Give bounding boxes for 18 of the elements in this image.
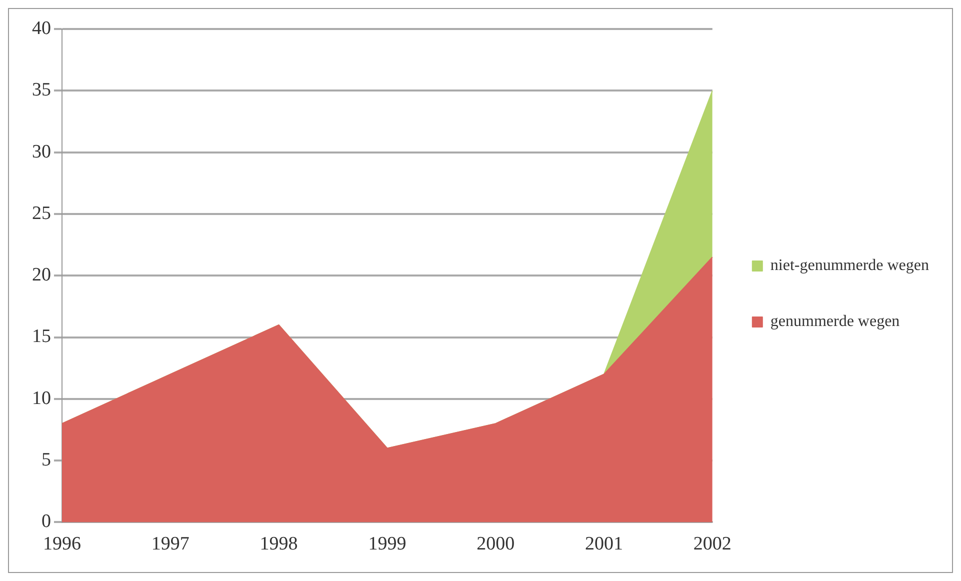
x-tick-label: 1996 <box>43 534 81 555</box>
y-tick-label: 30 <box>32 141 51 162</box>
x-tick-label: 2001 <box>585 534 623 555</box>
y-tick-label: 40 <box>32 18 51 39</box>
y-tick-label: 25 <box>32 202 51 224</box>
x-tick-label: 1999 <box>368 534 406 555</box>
y-tick-label: 20 <box>32 264 51 286</box>
x-tick-label: 1998 <box>260 534 298 555</box>
y-tick-label: 0 <box>42 511 51 532</box>
y-tick-label: 5 <box>42 450 51 471</box>
x-tick-label: 2002 <box>693 534 732 555</box>
y-tick-label: 10 <box>32 388 51 409</box>
y-tick-label: 15 <box>32 326 51 348</box>
legend-label: genummerde wegen <box>770 313 900 330</box>
y-tick-label: 35 <box>32 80 51 101</box>
x-tick-label: 2000 <box>476 534 515 555</box>
legend-label: niet-genummerde wegen <box>770 257 930 274</box>
x-tick-label: 1997 <box>151 534 190 555</box>
